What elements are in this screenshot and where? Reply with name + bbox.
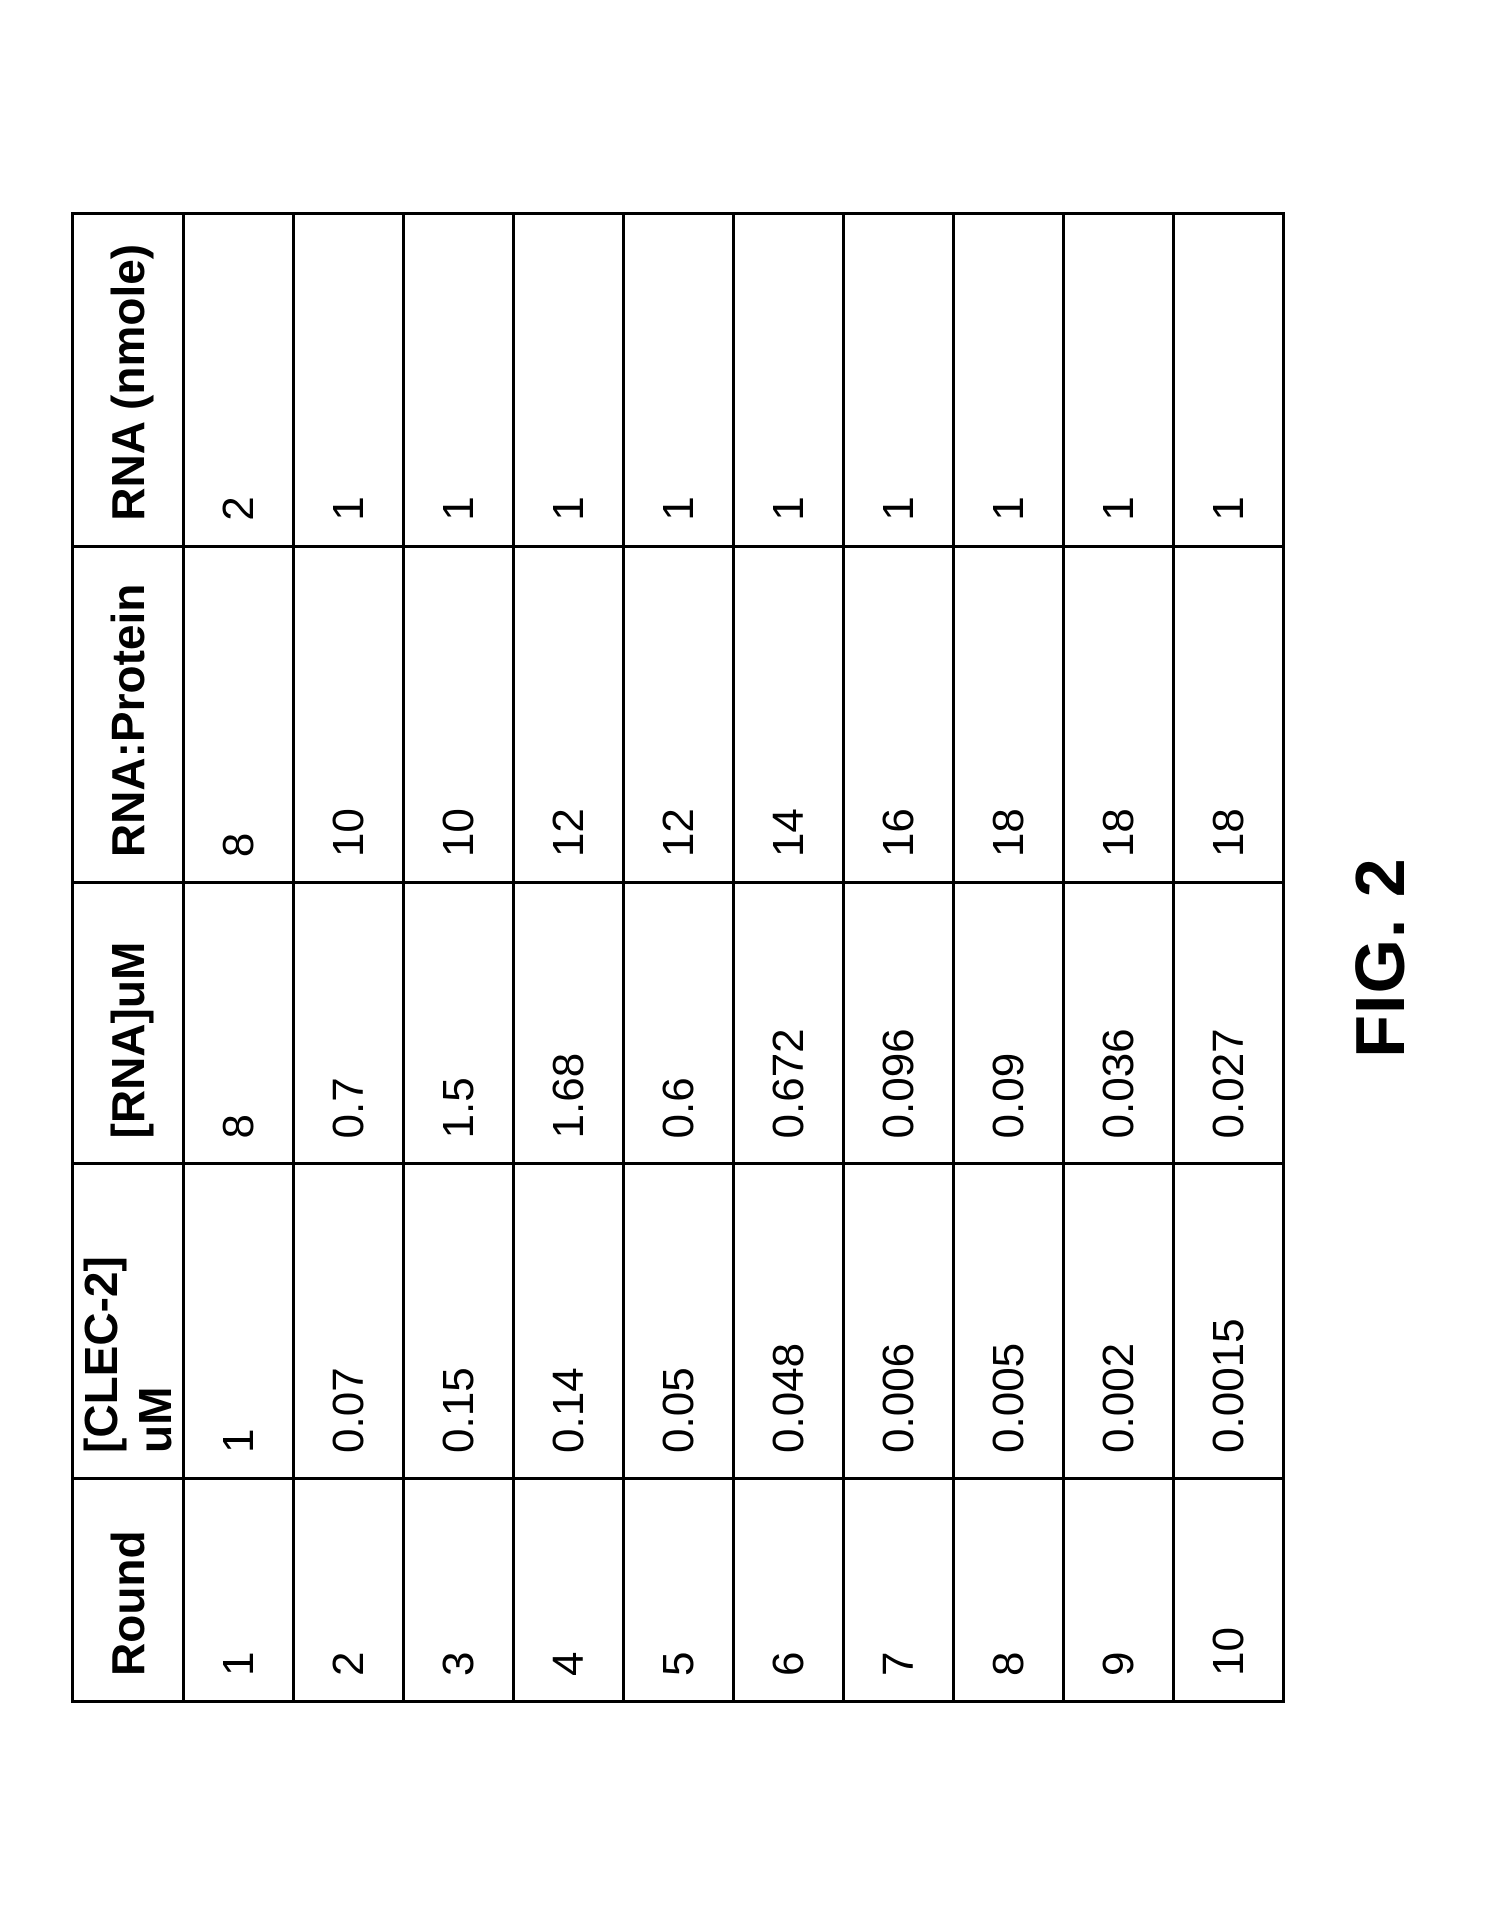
cell-round: 3 bbox=[404, 1478, 514, 1701]
cell-rna-nmole: 2 bbox=[184, 214, 294, 547]
cell-rna-um: 0.027 bbox=[1174, 883, 1284, 1164]
table-row: 5 0.05 0.6 12 1 bbox=[624, 214, 734, 1702]
table-row: 4 0.14 1.68 12 1 bbox=[514, 214, 624, 1702]
table-row: 10 0.0015 0.027 18 1 bbox=[1174, 214, 1284, 1702]
table-row: 8 0.005 0.09 18 1 bbox=[954, 214, 1064, 1702]
cell-round: 1 bbox=[184, 1478, 294, 1701]
table-row: 2 0.07 0.7 10 1 bbox=[294, 214, 404, 1702]
table-header-row: Round [CLEC-2] uM [RNA]uM RNA:Protein RN… bbox=[73, 214, 184, 1702]
cell-rna-nmole: 1 bbox=[294, 214, 404, 547]
cell-rna-protein: 12 bbox=[514, 546, 624, 882]
cell-rna-um: 0.096 bbox=[844, 883, 954, 1164]
figure-block: Round [CLEC-2] uM [RNA]uM RNA:Protein RN… bbox=[71, 212, 1420, 1703]
cell-rna-um: 0.7 bbox=[294, 883, 404, 1164]
cell-rna-nmole: 1 bbox=[1064, 214, 1174, 547]
cell-round: 2 bbox=[294, 1478, 404, 1701]
cell-rna-protein: 12 bbox=[624, 546, 734, 882]
cell-round: 8 bbox=[954, 1478, 1064, 1701]
cell-rna-um: 1.68 bbox=[514, 883, 624, 1164]
rotated-content: Round [CLEC-2] uM [RNA]uM RNA:Protein RN… bbox=[71, 212, 1420, 1703]
cell-clec2-um: 1 bbox=[184, 1164, 294, 1479]
cell-rna-um: 0.09 bbox=[954, 883, 1064, 1164]
cell-clec2-um: 0.006 bbox=[844, 1164, 954, 1479]
table-row: 1 1 8 8 2 bbox=[184, 214, 294, 1702]
col-header-clec2-um: [CLEC-2] uM bbox=[73, 1164, 184, 1479]
cell-rna-nmole: 1 bbox=[624, 214, 734, 547]
cell-clec2-um: 0.048 bbox=[734, 1164, 844, 1479]
cell-rna-protein: 18 bbox=[1174, 546, 1284, 882]
cell-rna-um: 1.5 bbox=[404, 883, 514, 1164]
cell-rna-nmole: 1 bbox=[1174, 214, 1284, 547]
figure-caption: FIG. 2 bbox=[1340, 857, 1420, 1057]
cell-round: 4 bbox=[514, 1478, 624, 1701]
cell-rna-um: 0.036 bbox=[1064, 883, 1174, 1164]
cell-clec2-um: 0.05 bbox=[624, 1164, 734, 1479]
cell-rna-nmole: 1 bbox=[514, 214, 624, 547]
cell-rna-nmole: 1 bbox=[404, 214, 514, 547]
cell-rna-protein: 10 bbox=[294, 546, 404, 882]
cell-rna-nmole: 1 bbox=[734, 214, 844, 547]
cell-round: 10 bbox=[1174, 1478, 1284, 1701]
cell-rna-nmole: 1 bbox=[844, 214, 954, 547]
table-row: 7 0.006 0.096 16 1 bbox=[844, 214, 954, 1702]
cell-rna-protein: 14 bbox=[734, 546, 844, 882]
cell-rna-protein: 10 bbox=[404, 546, 514, 882]
cell-rna-protein: 18 bbox=[954, 546, 1064, 882]
cell-rna-protein: 18 bbox=[1064, 546, 1174, 882]
col-header-round: Round bbox=[73, 1478, 184, 1701]
table-row: 3 0.15 1.5 10 1 bbox=[404, 214, 514, 1702]
col-header-rna-nmole: RNA (nmole) bbox=[73, 214, 184, 547]
cell-round: 6 bbox=[734, 1478, 844, 1701]
cell-round: 7 bbox=[844, 1478, 954, 1701]
table-row: 9 0.002 0.036 18 1 bbox=[1064, 214, 1174, 1702]
cell-rna-protein: 8 bbox=[184, 546, 294, 882]
cell-clec2-um: 0.002 bbox=[1064, 1164, 1174, 1479]
cell-rna-um: 0.6 bbox=[624, 883, 734, 1164]
cell-rna-um: 0.672 bbox=[734, 883, 844, 1164]
col-header-rna-um: [RNA]uM bbox=[73, 883, 184, 1164]
cell-clec2-um: 0.005 bbox=[954, 1164, 1064, 1479]
cell-rna-nmole: 1 bbox=[954, 214, 1064, 547]
page: Round [CLEC-2] uM [RNA]uM RNA:Protein RN… bbox=[0, 0, 1491, 1915]
cell-clec2-um: 0.14 bbox=[514, 1164, 624, 1479]
table-row: 6 0.048 0.672 14 1 bbox=[734, 214, 844, 1702]
cell-clec2-um: 0.15 bbox=[404, 1164, 514, 1479]
selection-rounds-table: Round [CLEC-2] uM [RNA]uM RNA:Protein RN… bbox=[71, 212, 1285, 1703]
col-header-rna-protein: RNA:Protein bbox=[73, 546, 184, 882]
cell-rna-um: 8 bbox=[184, 883, 294, 1164]
cell-rna-protein: 16 bbox=[844, 546, 954, 882]
cell-round: 5 bbox=[624, 1478, 734, 1701]
cell-clec2-um: 0.07 bbox=[294, 1164, 404, 1479]
cell-clec2-um: 0.0015 bbox=[1174, 1164, 1284, 1479]
cell-round: 9 bbox=[1064, 1478, 1174, 1701]
